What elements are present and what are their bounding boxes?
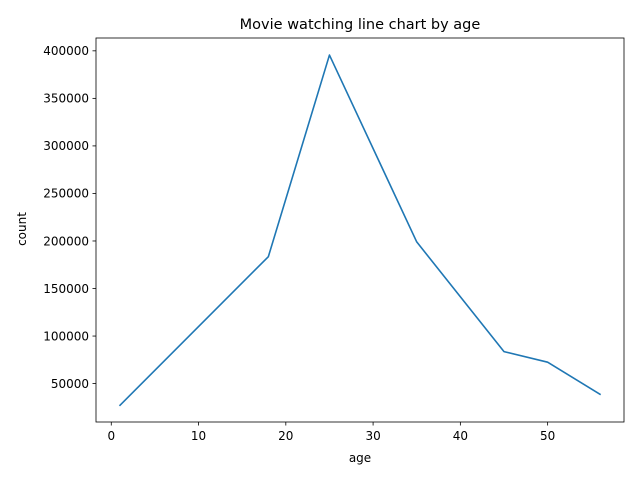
y-tick-label: 400000 <box>43 44 89 58</box>
plot-area: 0 10 20 30 40 50 50000 100000 150000 200000 250000… <box>43 37 625 443</box>
series-line <box>118 54 602 407</box>
x-axis-label: age <box>349 451 371 465</box>
axes-frame <box>95 37 625 423</box>
y-tick-label: 100000 <box>43 329 89 343</box>
x-tick-label: 0 <box>107 429 115 443</box>
y-tick-label: 250000 <box>43 187 89 201</box>
x-tick-label: 50 <box>540 429 555 443</box>
chart-title: Movie watching line chart by age <box>240 17 481 33</box>
x-tick-label: 20 <box>278 429 293 443</box>
y-tick-label: 300000 <box>43 139 89 153</box>
x-tick-label: 40 <box>453 429 468 443</box>
x-tick-label: 10 <box>191 429 206 443</box>
x-tick-label: 30 <box>365 429 380 443</box>
y-tick-label: 50000 <box>51 377 89 391</box>
y-axis-label: count <box>15 212 29 246</box>
y-tick-label: 350000 <box>43 92 89 106</box>
y-tick-label: 200000 <box>43 234 89 248</box>
y-tick-label: 150000 <box>43 282 89 296</box>
